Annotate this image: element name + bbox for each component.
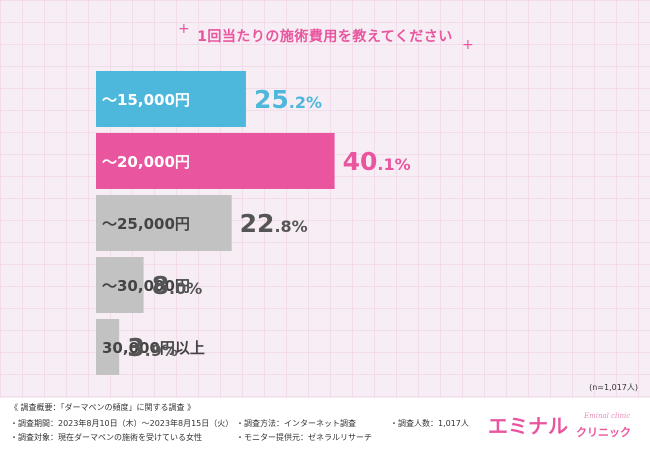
category-label: ～15,000円	[102, 91, 190, 109]
survey-footer	[0, 398, 650, 450]
category-label: ～30,000円	[102, 277, 190, 295]
sparkle-icon: +	[178, 21, 190, 37]
survey-method: ・調査方法：インターネット調査	[236, 419, 356, 428]
survey-provider: ・モニター提供元：ゼネラルリサーチ	[236, 433, 372, 442]
value-label: 3.9%	[127, 333, 178, 362]
value-label: 22.8%	[240, 209, 308, 238]
bar	[96, 257, 144, 313]
value-label: 40.1%	[343, 147, 411, 176]
clinic-logo-sub: クリニック	[576, 426, 631, 439]
bar	[96, 71, 246, 127]
bar	[96, 319, 120, 375]
survey-heading: 《 調査概要：「ダーマペンの頻度」に関する調査 》	[10, 403, 196, 412]
chart-title: 1回当たりの施術費用を教えてください	[197, 29, 453, 45]
survey-target: ・調査対象：現在ダーマペンの施術を受けている女性	[10, 433, 202, 442]
bar	[96, 195, 232, 251]
clinic-logo: エミナル	[488, 414, 568, 438]
bar-group: ～15,000円 25.2%	[96, 71, 322, 127]
clinic-logo-script: Eminal clinic	[584, 412, 631, 420]
survey-period: ・調査期間：2023年8月10日（木）～2023年8月15日（火）	[10, 419, 234, 428]
bar-group: ～20,000円 40.1%	[96, 133, 411, 189]
sparkle-icon: +	[462, 37, 474, 53]
category-label: ～20,000円	[102, 153, 190, 171]
sample-size-note: (n=1,017人)	[589, 383, 638, 392]
category-label: ～25,000円	[102, 215, 190, 233]
value-label: 8.0%	[152, 271, 203, 300]
bar	[96, 133, 335, 189]
bar-chart: ～15,000円 25.2%～20,000円 40.1%～25,000円 22.8%～…	[96, 71, 411, 375]
survey-count: ・調査人数：1,017人	[390, 419, 469, 428]
value-label: 25.2%	[254, 85, 322, 114]
category-label: 30,000円以上	[102, 339, 205, 357]
bar-group: ～25,000円 22.8%	[96, 195, 308, 251]
